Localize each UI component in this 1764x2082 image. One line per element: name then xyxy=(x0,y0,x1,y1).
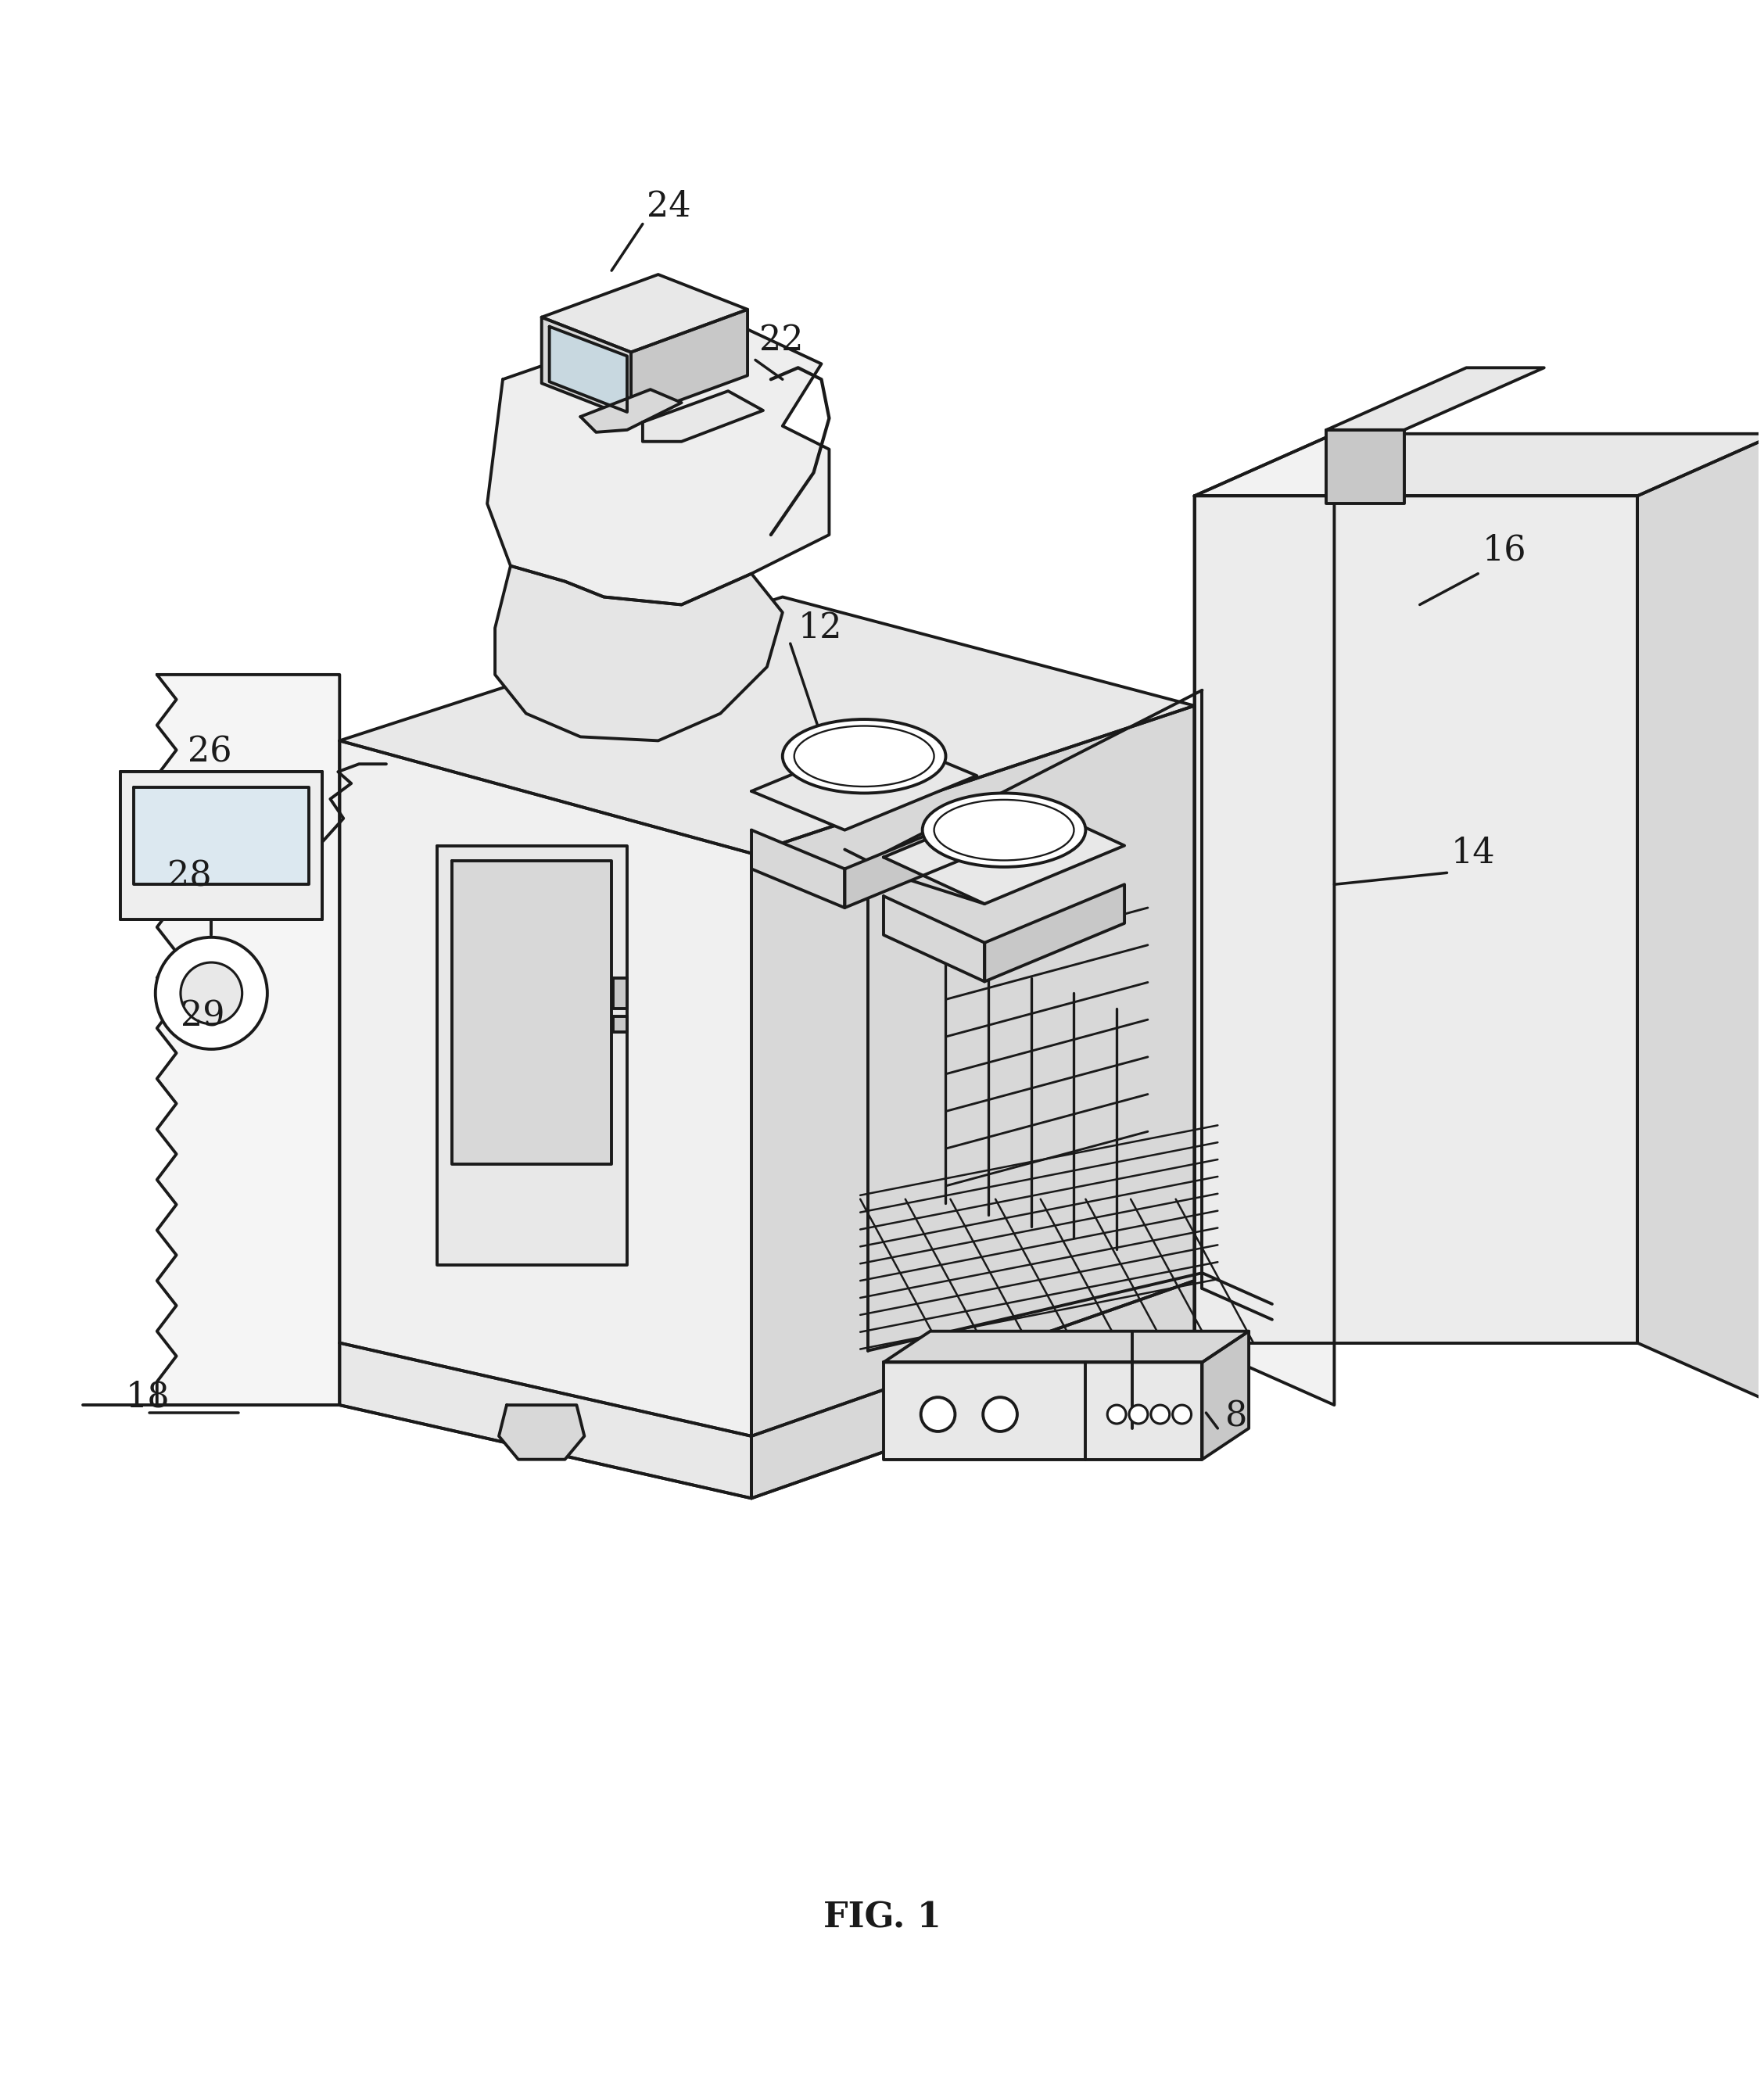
Text: 22: 22 xyxy=(759,323,803,358)
Circle shape xyxy=(1150,1405,1170,1424)
Polygon shape xyxy=(884,895,984,981)
Circle shape xyxy=(983,1397,1018,1432)
Polygon shape xyxy=(632,310,748,418)
Polygon shape xyxy=(1637,433,1764,1405)
Text: 14: 14 xyxy=(1450,837,1496,870)
Text: 24: 24 xyxy=(647,189,691,223)
Polygon shape xyxy=(340,598,1194,854)
Text: 29: 29 xyxy=(180,999,224,1033)
Polygon shape xyxy=(549,327,628,412)
Polygon shape xyxy=(340,741,751,1437)
Polygon shape xyxy=(496,566,783,741)
Polygon shape xyxy=(1194,433,1764,496)
Polygon shape xyxy=(751,831,845,908)
Polygon shape xyxy=(452,862,612,1164)
Polygon shape xyxy=(1201,1330,1249,1459)
Polygon shape xyxy=(642,391,764,441)
Polygon shape xyxy=(120,772,323,920)
Text: 28: 28 xyxy=(168,860,212,893)
Polygon shape xyxy=(751,706,1194,1437)
Polygon shape xyxy=(884,1330,1249,1362)
Polygon shape xyxy=(1327,429,1404,504)
Circle shape xyxy=(921,1397,954,1432)
Circle shape xyxy=(1108,1405,1125,1424)
Polygon shape xyxy=(499,1405,584,1459)
Polygon shape xyxy=(157,675,340,1405)
Polygon shape xyxy=(487,310,829,604)
Circle shape xyxy=(155,937,268,1049)
Polygon shape xyxy=(751,737,977,831)
Polygon shape xyxy=(984,885,1124,981)
Circle shape xyxy=(1173,1405,1191,1424)
Polygon shape xyxy=(614,1016,628,1033)
Text: 16: 16 xyxy=(1482,533,1526,566)
Polygon shape xyxy=(542,275,748,352)
Circle shape xyxy=(180,962,242,1024)
Text: 26: 26 xyxy=(189,735,233,768)
Polygon shape xyxy=(1194,433,1334,1405)
Polygon shape xyxy=(884,799,1124,904)
Ellipse shape xyxy=(783,718,946,793)
Polygon shape xyxy=(884,1362,1201,1459)
Text: 18: 18 xyxy=(125,1380,169,1414)
Polygon shape xyxy=(580,389,681,433)
Polygon shape xyxy=(614,979,628,1010)
Text: FIG. 1: FIG. 1 xyxy=(824,1901,940,1934)
Polygon shape xyxy=(134,787,309,885)
Polygon shape xyxy=(1194,496,1637,1343)
Ellipse shape xyxy=(923,793,1085,866)
Circle shape xyxy=(1129,1405,1148,1424)
Polygon shape xyxy=(437,845,628,1266)
Polygon shape xyxy=(1327,369,1544,429)
Polygon shape xyxy=(340,1343,751,1499)
Polygon shape xyxy=(751,1280,1194,1499)
Polygon shape xyxy=(542,316,632,418)
Text: 12: 12 xyxy=(797,612,841,645)
Polygon shape xyxy=(845,814,977,908)
Text: 8: 8 xyxy=(1226,1399,1247,1434)
